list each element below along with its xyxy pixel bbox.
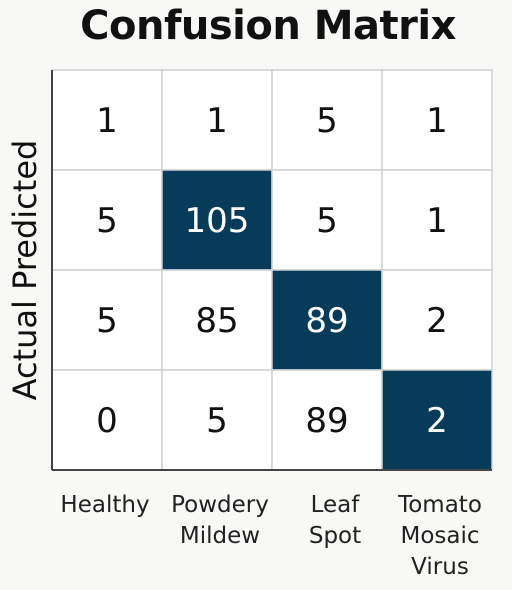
matrix-value-r0-c2: 5: [316, 101, 338, 141]
matrix-value-r2-c0: 5: [96, 301, 118, 341]
matrix-cell-r3-c1: [161, 369, 273, 471]
matrix-cell-r2-c3: [381, 269, 493, 371]
matrix-cell-r0-c3: [381, 69, 493, 171]
confusion-matrix: 1 1 5 1 5 105 5 1 5 85 89 2 0 5 89 2: [51, 69, 493, 471]
matrix-value-r3-c1: 5: [206, 401, 228, 441]
chart-title: Confusion Matrix: [80, 3, 456, 49]
x-tick-label-leaf-spot: Leaf Spot: [308, 492, 362, 549]
matrix-value-r1-c3: 1: [426, 201, 448, 241]
matrix-cell-r3-c3: [381, 369, 493, 471]
x-tick-label-tomato-mosaic-virus: Tomato Mosaic Virus: [398, 492, 482, 580]
matrix-cell-r1-c3: [381, 169, 493, 271]
matrix-value-r3-c0: 0: [96, 401, 118, 441]
matrix-value-r1-c0: 5: [96, 201, 118, 241]
matrix-value-r2-c2: 89: [305, 301, 348, 341]
matrix-value-r0-c3: 1: [426, 101, 448, 141]
matrix-value-r3-c2: 89: [305, 401, 348, 441]
matrix-value-r2-c3: 2: [426, 301, 448, 341]
x-tick-label-powdery-mildew: Powdery Mildew: [171, 492, 269, 549]
matrix-cell-r0-c0: [51, 69, 163, 171]
matrix-value-r3-c3: 2: [426, 401, 448, 441]
matrix-value-r0-c0: 1: [96, 101, 118, 141]
matrix-cell-r1-c1: [161, 169, 273, 271]
matrix-cell-r2-c1: [161, 269, 273, 371]
matrix-value-r0-c1: 1: [206, 101, 228, 141]
y-axis-label: Actual Predicted: [6, 70, 44, 470]
matrix-value-r2-c1: 85: [195, 301, 238, 341]
matrix-cell-r0-c1: [161, 69, 273, 171]
matrix-cell-r0-c2: [271, 69, 383, 171]
x-tick-label-healthy: Healthy: [60, 492, 150, 518]
y-axis-label-text: Actual Predicted: [6, 139, 44, 401]
matrix-value-r1-c1: 105: [185, 201, 250, 241]
matrix-value-r1-c2: 5: [316, 201, 338, 241]
